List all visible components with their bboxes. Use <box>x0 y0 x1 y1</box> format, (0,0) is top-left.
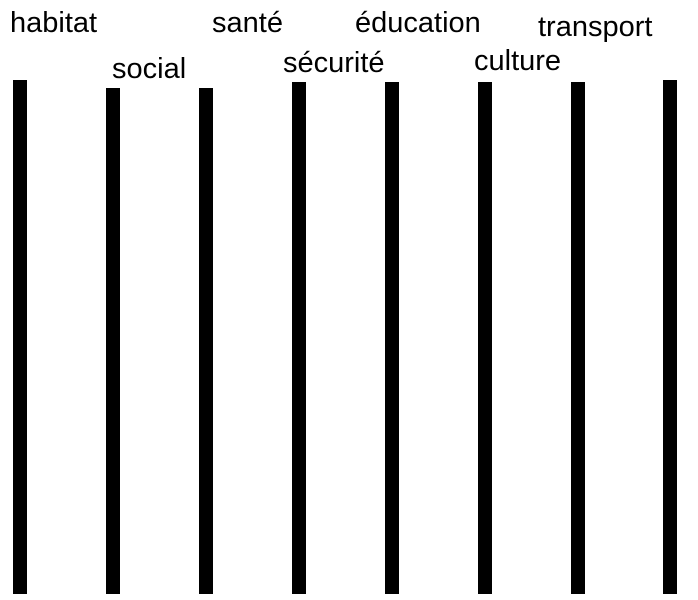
bar <box>478 82 492 594</box>
label: culture <box>474 45 561 77</box>
bar <box>13 80 27 594</box>
label: santé <box>212 7 283 39</box>
bar <box>106 88 120 594</box>
label: social <box>112 53 186 85</box>
bar <box>199 88 213 594</box>
label: éducation <box>355 7 481 39</box>
bar <box>385 82 399 594</box>
bar <box>663 80 677 594</box>
bars <box>13 80 677 594</box>
label: transport <box>538 11 652 43</box>
label: habitat <box>10 7 97 39</box>
label: sécurité <box>283 47 385 79</box>
bar <box>292 82 306 594</box>
bar <box>571 82 585 594</box>
